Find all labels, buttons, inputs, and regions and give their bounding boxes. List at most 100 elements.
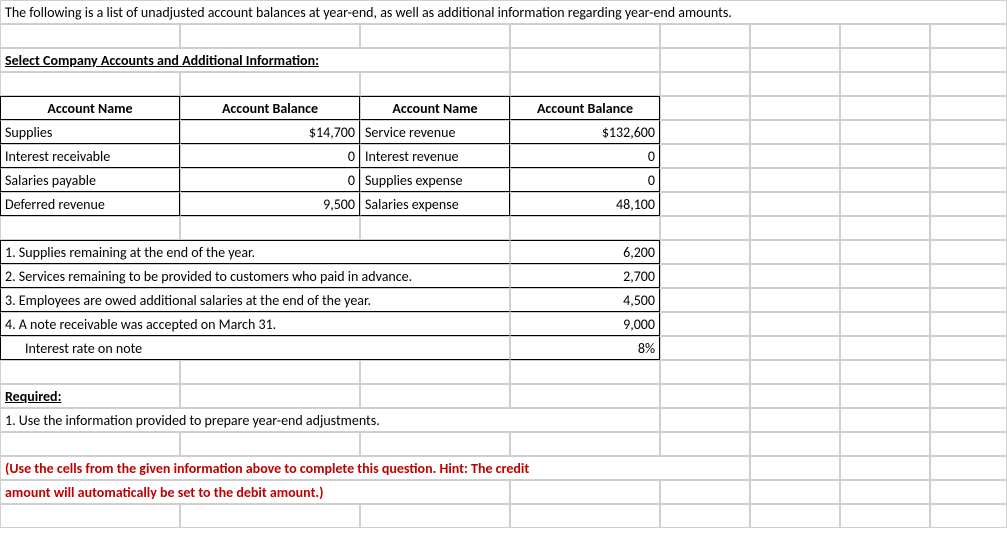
empty-cell (0, 504, 180, 528)
empty-cell (750, 168, 840, 192)
account-balance-cell: 9,500 (180, 192, 360, 216)
empty-cell (750, 312, 840, 336)
intro-text: The following is a list of unadjusted ac… (0, 0, 1007, 24)
empty-cell (660, 192, 750, 216)
empty-cell (930, 240, 1007, 264)
hint-text-line2: amount will automatically be set to the … (0, 480, 510, 504)
account-balance-cell: 0 (510, 168, 660, 192)
empty-cell (660, 288, 750, 312)
empty-cell (840, 72, 930, 96)
empty-cell (930, 288, 1007, 312)
empty-cell (360, 360, 510, 384)
empty-cell (840, 96, 930, 120)
empty-cell (840, 408, 930, 432)
empty-cell (510, 384, 660, 408)
empty-cell (750, 72, 840, 96)
empty-cell (0, 216, 180, 240)
empty-cell (660, 480, 750, 504)
empty-cell (840, 120, 930, 144)
header-account-name-1: Account Name (0, 96, 180, 120)
empty-cell (180, 24, 360, 48)
empty-cell (660, 408, 750, 432)
header-account-name-2: Account Name (360, 96, 510, 120)
empty-cell (840, 24, 930, 48)
spreadsheet-grid: The following is a list of unadjusted ac… (0, 0, 1007, 528)
empty-cell (750, 120, 840, 144)
empty-cell (930, 168, 1007, 192)
additional-info-text: 3. Employees are owed additional salarie… (0, 288, 510, 312)
empty-cell (930, 312, 1007, 336)
empty-cell (930, 48, 1007, 72)
additional-info-value: 4,500 (510, 288, 660, 312)
account-name-cell: Supplies expense (360, 168, 510, 192)
required-label: Required: (0, 384, 180, 408)
additional-info-text: Interest rate on note (0, 336, 510, 360)
empty-cell (510, 432, 660, 456)
empty-cell (930, 360, 1007, 384)
empty-cell (840, 360, 930, 384)
empty-cell (930, 480, 1007, 504)
header-account-balance-2: Account Balance (510, 96, 660, 120)
account-balance-cell: 0 (180, 168, 360, 192)
additional-info-text: 1. Supplies remaining at the end of the … (0, 240, 510, 264)
required-item: 1. Use the information provided to prepa… (0, 408, 660, 432)
empty-cell (750, 24, 840, 48)
account-balance-cell: 0 (180, 144, 360, 168)
empty-cell (840, 288, 930, 312)
additional-info-value: 2,700 (510, 264, 660, 288)
empty-cell (840, 144, 930, 168)
empty-cell (660, 48, 750, 72)
empty-cell (930, 192, 1007, 216)
empty-cell (0, 360, 180, 384)
empty-cell (840, 504, 930, 528)
account-name-cell: Service revenue (360, 120, 510, 144)
empty-cell (180, 216, 360, 240)
empty-cell (930, 72, 1007, 96)
section-title: Select Company Accounts and Additional I… (0, 48, 510, 72)
empty-cell (930, 144, 1007, 168)
empty-cell (660, 360, 750, 384)
account-name-cell: Salaries payable (0, 168, 180, 192)
empty-cell (840, 432, 930, 456)
empty-cell (750, 144, 840, 168)
empty-cell (930, 264, 1007, 288)
empty-cell (360, 504, 510, 528)
empty-cell (840, 480, 930, 504)
empty-cell (750, 504, 840, 528)
additional-info-text: 4. A note receivable was accepted on Mar… (0, 312, 510, 336)
hint-text-line1: (Use the cells from the given informatio… (0, 456, 750, 480)
empty-cell (930, 432, 1007, 456)
empty-cell (840, 216, 930, 240)
empty-cell (750, 408, 840, 432)
account-name-cell: Salaries expense (360, 192, 510, 216)
account-balance-cell: $132,600 (510, 120, 660, 144)
empty-cell (660, 432, 750, 456)
empty-cell (660, 264, 750, 288)
empty-cell (180, 384, 360, 408)
empty-cell (0, 432, 180, 456)
empty-cell (660, 240, 750, 264)
empty-cell (840, 264, 930, 288)
empty-cell (840, 192, 930, 216)
empty-cell (660, 24, 750, 48)
empty-cell (750, 288, 840, 312)
empty-cell (510, 480, 660, 504)
empty-cell (660, 96, 750, 120)
account-name-cell: Supplies (0, 120, 180, 144)
empty-cell (0, 24, 180, 48)
empty-cell (930, 216, 1007, 240)
empty-cell (930, 456, 1007, 480)
empty-cell (750, 48, 840, 72)
empty-cell (660, 384, 750, 408)
empty-cell (930, 96, 1007, 120)
empty-cell (930, 24, 1007, 48)
account-name-cell: Interest receivable (0, 144, 180, 168)
empty-cell (660, 312, 750, 336)
empty-cell (840, 312, 930, 336)
empty-cell (840, 456, 930, 480)
account-balance-cell: 48,100 (510, 192, 660, 216)
empty-cell (660, 144, 750, 168)
additional-info-text: 2. Services remaining to be provided to … (0, 264, 510, 288)
empty-cell (750, 336, 840, 360)
empty-cell (660, 72, 750, 96)
